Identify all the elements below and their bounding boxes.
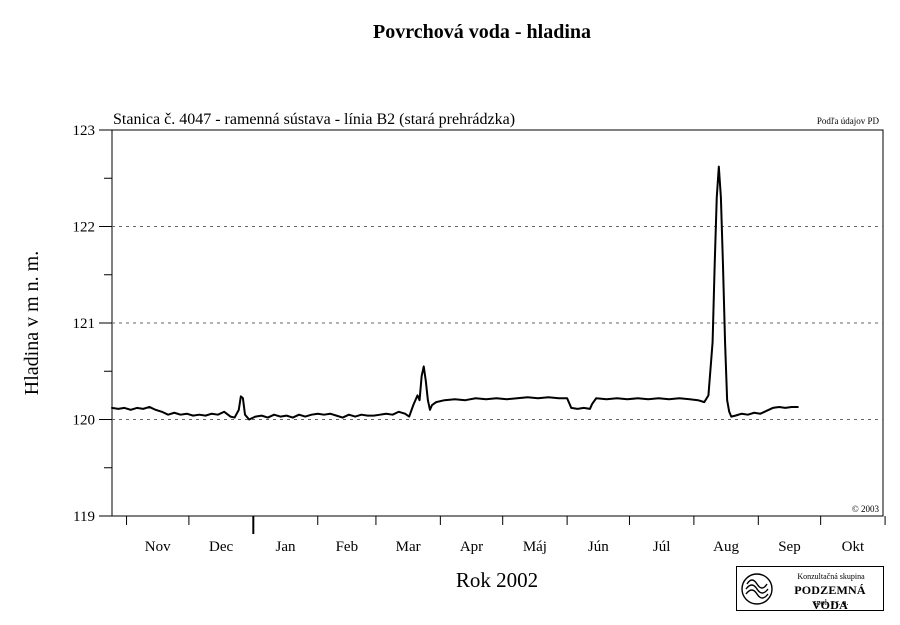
x-tick-label: Okt <box>842 539 865 555</box>
company-logo: Konzultačná skupina PODZEMNÁ VODA spol. … <box>736 566 884 612</box>
x-tick-label: Sep <box>778 539 801 555</box>
x-tick-label: Nov <box>145 539 171 555</box>
copyright-note: © 2003 <box>852 504 880 514</box>
x-tick-label: Feb <box>336 539 359 555</box>
x-tick-label: Apr <box>460 539 483 555</box>
x-tick-label: Dec <box>209 539 233 555</box>
source-note: Podľa údajov PD <box>817 116 880 126</box>
x-axis-label: Rok 2002 <box>456 568 538 592</box>
logo-line-1: Konzultačná skupina <box>797 572 865 581</box>
y-axis-label: Hladina v m n. m. <box>21 251 43 395</box>
x-tick-label: Jan <box>276 539 296 555</box>
x-tick-label: Mar <box>396 539 421 555</box>
logo-emblem-icon <box>741 573 773 605</box>
x-tick-label: Aug <box>713 539 739 555</box>
y-tick-label: 119 <box>73 509 95 525</box>
x-tick-label: Júl <box>653 539 671 555</box>
series-line <box>111 165 799 421</box>
y-tick-label: 121 <box>73 316 96 332</box>
x-tick-label: Jún <box>588 539 609 555</box>
x-tick-label: Máj <box>523 539 547 555</box>
y-tick-label: 123 <box>73 123 96 139</box>
logo-line-3: spol. s r. o. <box>813 598 849 607</box>
y-tick-label: 122 <box>73 220 96 236</box>
chart-title: Povrchová voda - hladina <box>373 21 591 43</box>
x-axis: Nov Dec Jan Feb Mar Apr Máj Jún Júl Aug Sep Okt <box>126 516 886 555</box>
grid-lines <box>112 226 883 420</box>
logo-line-2: PODZEMNÁ VODA <box>794 583 866 612</box>
y-tick-label: 120 <box>73 413 96 429</box>
chart-subtitle: Stanica č. 4047 - ramenná sústava - líni… <box>113 111 515 128</box>
y-axis: 119 120 121 122 123 <box>73 123 112 525</box>
